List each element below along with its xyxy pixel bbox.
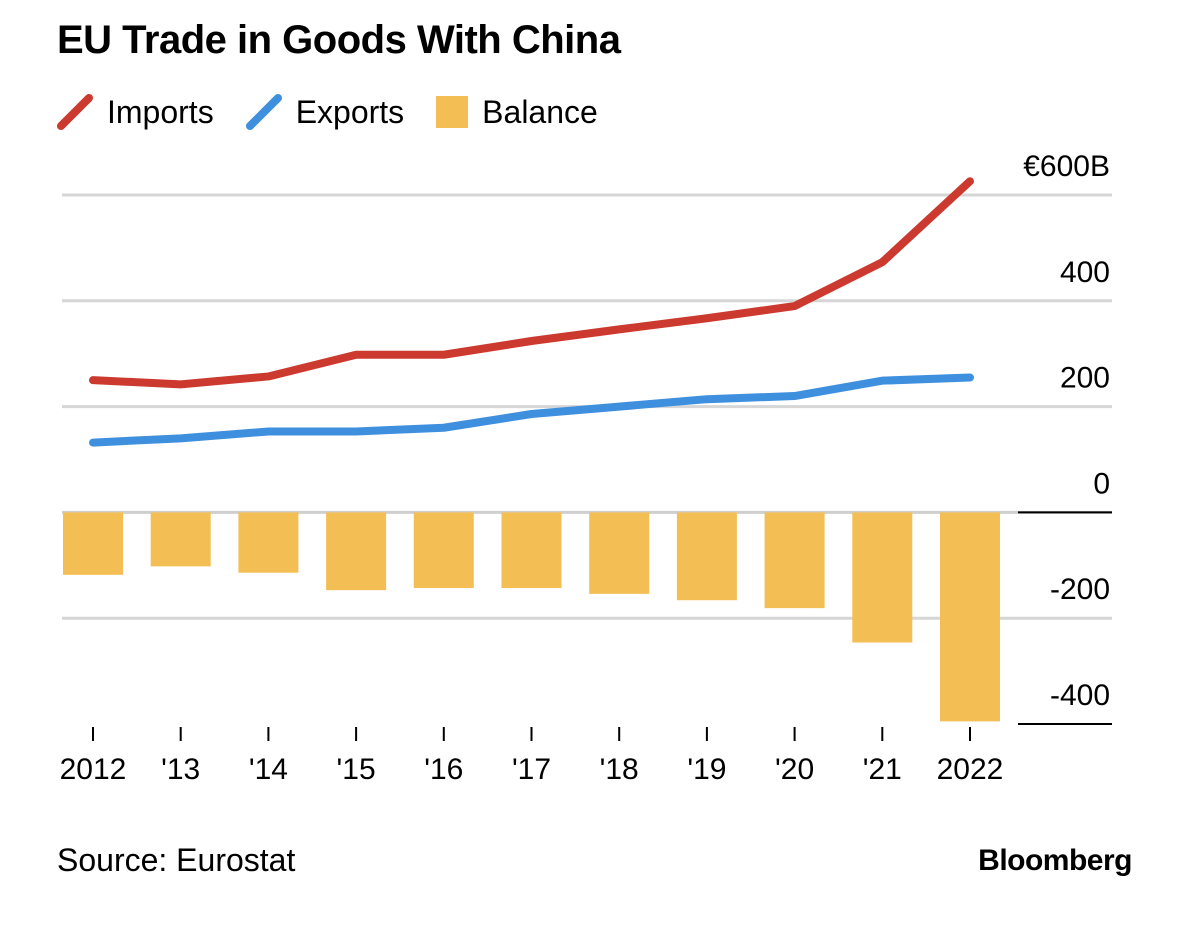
- legend-item-imports: Imports: [57, 94, 214, 131]
- balance-bar: [63, 512, 123, 575]
- balance-bar: [940, 512, 1000, 722]
- source-note: Source: Eurostat: [57, 842, 296, 878]
- balance-bar: [764, 512, 825, 609]
- imports-line-icon: [57, 94, 93, 130]
- legend-label-exports: Exports: [295, 93, 405, 130]
- x-tick-label: '18: [600, 753, 639, 786]
- balance-bar: [501, 512, 562, 589]
- legend: Imports Exports Balance: [57, 90, 630, 134]
- x-tick-label: '20: [775, 753, 814, 786]
- x-tick-label: 2012: [60, 753, 127, 786]
- x-tick-label: '21: [863, 753, 902, 786]
- y-tick-label: 200: [1060, 362, 1110, 395]
- balance-bar: [676, 512, 737, 601]
- imports-line: [89, 177, 974, 389]
- balance-square-icon: [436, 96, 469, 128]
- bloomberg-logo: Bloomberg: [978, 844, 1132, 877]
- balance-bar: [326, 512, 387, 591]
- x-tick-label: '17: [512, 753, 551, 786]
- exports-line-icon: [245, 94, 282, 130]
- x-tick-label: '14: [249, 753, 288, 786]
- y-tick-label: -200: [1050, 573, 1110, 606]
- chart-title: EU Trade in Goods With China: [57, 18, 621, 62]
- y-tick-label: 400: [1060, 256, 1110, 289]
- balance-bar: [150, 512, 211, 567]
- y-tick-label: 0: [1093, 467, 1110, 500]
- y-tick-label: €600B: [1023, 150, 1110, 183]
- balance-bar: [852, 512, 913, 643]
- x-tick-label: 2022: [937, 753, 1004, 786]
- balance-bar: [413, 512, 474, 589]
- y-tick-label: -400: [1050, 679, 1110, 712]
- legend-label-balance: Balance: [482, 93, 598, 130]
- x-tick-label: '19: [687, 753, 726, 786]
- legend-item-exports: Exports: [245, 93, 405, 131]
- x-tick-label: '16: [424, 753, 463, 786]
- exports-line: [89, 373, 974, 447]
- balance-bar: [238, 512, 299, 573]
- legend-label-imports: Imports: [107, 93, 214, 130]
- legend-item-balance: Balance: [436, 94, 598, 131]
- x-tick-label: '15: [337, 753, 376, 786]
- balance-bar: [589, 512, 650, 594]
- x-tick-label: '13: [161, 753, 200, 786]
